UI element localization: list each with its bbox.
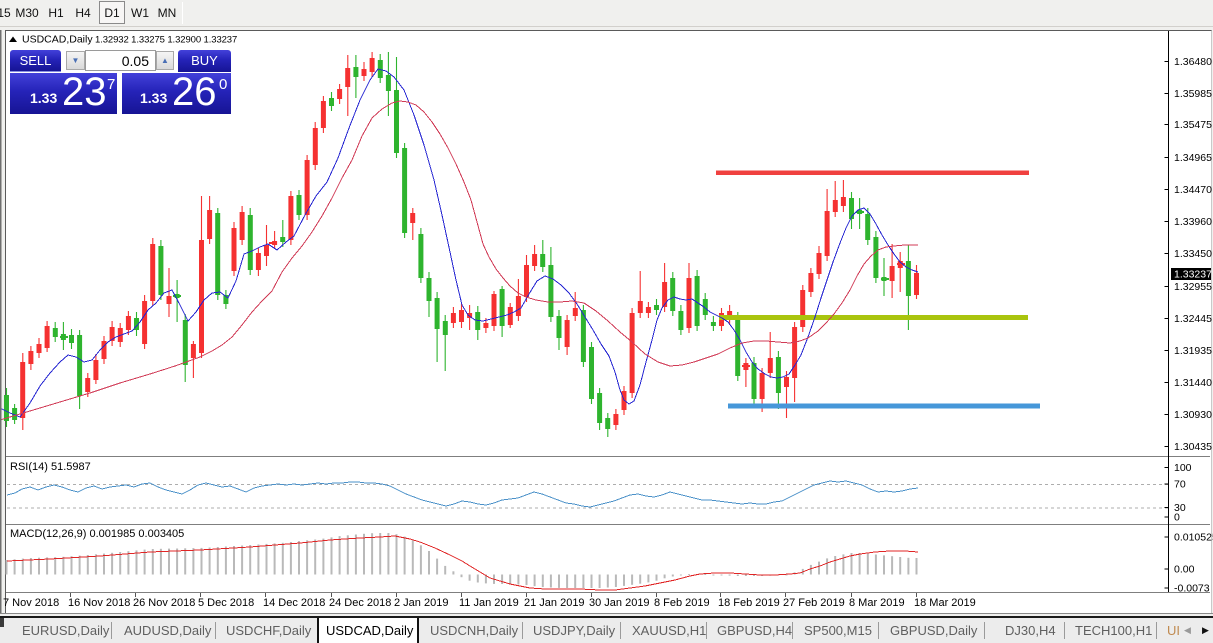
svg-text:26 Nov 2018: 26 Nov 2018 xyxy=(133,597,195,609)
svg-text:14 Dec 2018: 14 Dec 2018 xyxy=(263,597,325,609)
svg-text:1.31935: 1.31935 xyxy=(1174,345,1212,357)
svg-text:8 Feb 2019: 8 Feb 2019 xyxy=(654,597,710,609)
svg-text:18 Mar 2019: 18 Mar 2019 xyxy=(914,597,976,609)
svg-text:27 Feb 2019: 27 Feb 2019 xyxy=(783,597,845,609)
svg-text:1.32932 1.33275 1.32900 1.3323: 1.32932 1.33275 1.32900 1.33237 xyxy=(95,35,237,46)
svg-text:-0.0073: -0.0073 xyxy=(1174,583,1210,595)
svg-text:30 Jan 2019: 30 Jan 2019 xyxy=(589,597,650,609)
svg-text:1.36480: 1.36480 xyxy=(1174,56,1212,68)
svg-text:1.31440: 1.31440 xyxy=(1174,377,1212,389)
svg-text:21 Jan 2019: 21 Jan 2019 xyxy=(524,597,585,609)
svg-text:USDCAD,Daily: USDCAD,Daily xyxy=(22,34,93,46)
svg-text:8 Mar 2019: 8 Mar 2019 xyxy=(849,597,905,609)
svg-text:24 Dec 2018: 24 Dec 2018 xyxy=(329,597,391,609)
svg-text:1.34470: 1.34470 xyxy=(1174,184,1212,196)
svg-text:1.35985: 1.35985 xyxy=(1174,88,1212,100)
svg-text:1.35475: 1.35475 xyxy=(1174,119,1212,131)
svg-text:2 Jan 2019: 2 Jan 2019 xyxy=(394,597,448,609)
svg-text:1.33237: 1.33237 xyxy=(1174,269,1212,281)
svg-text:1.30930: 1.30930 xyxy=(1174,409,1212,421)
svg-text:1.33960: 1.33960 xyxy=(1174,216,1212,228)
svg-text:1.33450: 1.33450 xyxy=(1174,248,1212,260)
svg-text:11 Jan 2019: 11 Jan 2019 xyxy=(459,597,519,609)
svg-text:7 Nov 2018: 7 Nov 2018 xyxy=(3,597,59,609)
svg-text:5 Dec 2018: 5 Dec 2018 xyxy=(198,597,254,609)
svg-text:1.34965: 1.34965 xyxy=(1174,152,1212,164)
svg-text:1.30435: 1.30435 xyxy=(1174,441,1212,453)
svg-text:16 Nov 2018: 16 Nov 2018 xyxy=(68,597,130,609)
svg-text:100: 100 xyxy=(1174,462,1192,474)
svg-text:0.00: 0.00 xyxy=(1174,564,1195,576)
svg-text:70: 70 xyxy=(1174,479,1186,491)
svg-text:1.32955: 1.32955 xyxy=(1174,281,1212,293)
svg-text:0.010525: 0.010525 xyxy=(1174,532,1213,544)
svg-text:1.32445: 1.32445 xyxy=(1174,313,1212,325)
svg-text:30: 30 xyxy=(1174,502,1186,514)
svg-text:0: 0 xyxy=(1174,512,1180,524)
svg-text:18 Feb 2019: 18 Feb 2019 xyxy=(718,597,780,609)
